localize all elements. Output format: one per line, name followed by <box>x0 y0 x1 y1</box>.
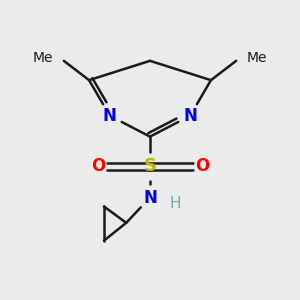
Text: O: O <box>91 157 105 175</box>
Text: N: N <box>143 189 157 207</box>
Text: Me: Me <box>33 51 53 65</box>
Text: O: O <box>195 157 209 175</box>
Text: N: N <box>183 107 197 125</box>
Text: S: S <box>143 157 157 175</box>
Text: H: H <box>169 196 181 211</box>
Text: Me: Me <box>247 51 267 65</box>
Text: N: N <box>103 107 117 125</box>
